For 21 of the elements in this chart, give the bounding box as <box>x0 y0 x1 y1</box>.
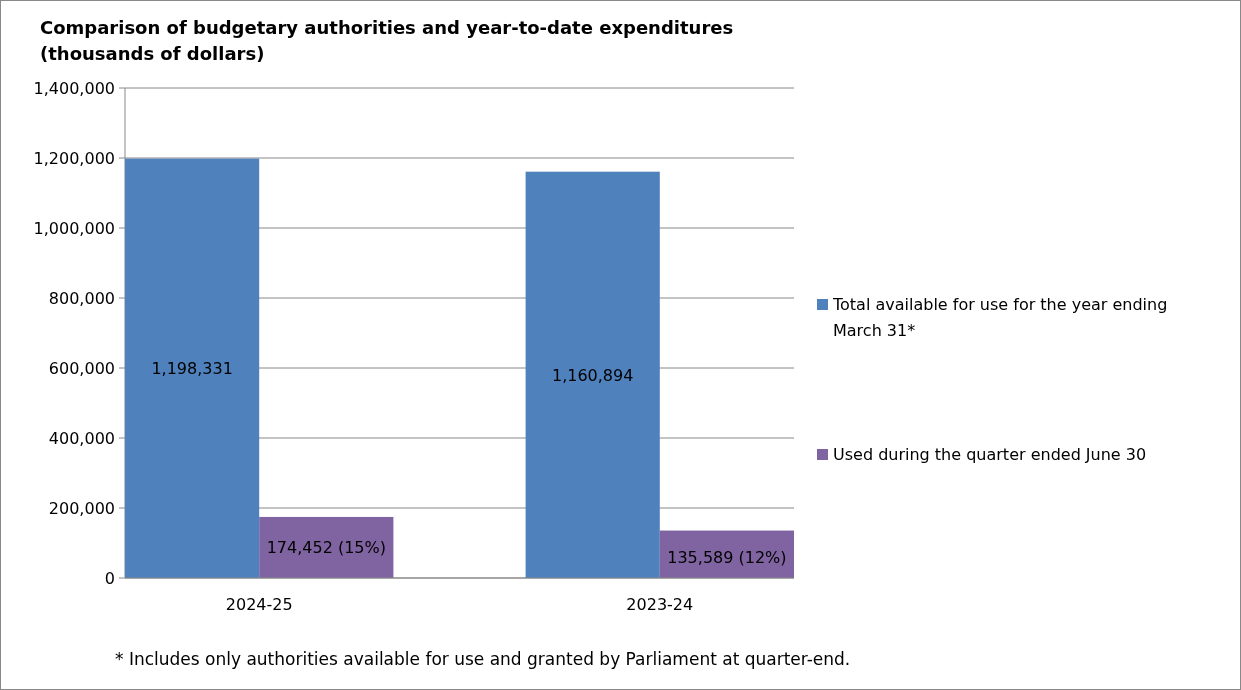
legend-label: Used during the quarter ended June 30 <box>833 445 1147 464</box>
x-tick-label: 2024-25 <box>225 595 293 614</box>
data-label: 174,452 (15%) <box>266 538 386 558</box>
legend-label: Total available for use for the year ending March 31* <box>832 295 1168 340</box>
bar <box>525 171 660 578</box>
y-tick-label: 400,000 <box>48 429 115 448</box>
text: * Includes only authorities available for use and granted by Parliament at quarter-end. <box>115 649 851 669</box>
y-tick-label: 200,000 <box>48 499 115 518</box>
y-tick-label: 1,000,000 <box>33 219 115 238</box>
data-label: 1,198,331 <box>151 359 233 379</box>
y-tick-label: 1,200,000 <box>33 149 115 168</box>
y-tick-label: 800,000 <box>48 289 115 308</box>
data-label: 135,589 (12%) <box>667 548 787 567</box>
bar <box>259 516 394 578</box>
data-label: 1,160,894 <box>551 365 634 385</box>
y-tick-label: 600,000 <box>48 359 115 378</box>
chart-title: Comparison of budgetary authorities and year-to-date expenditures (thousands of dollars) <box>40 17 734 64</box>
bar <box>125 158 260 578</box>
x-tick-label: 2023-24 <box>626 595 694 614</box>
y-tick-label: 1,400,000 <box>33 79 115 98</box>
y-tick-label: 0 <box>104 569 115 588</box>
